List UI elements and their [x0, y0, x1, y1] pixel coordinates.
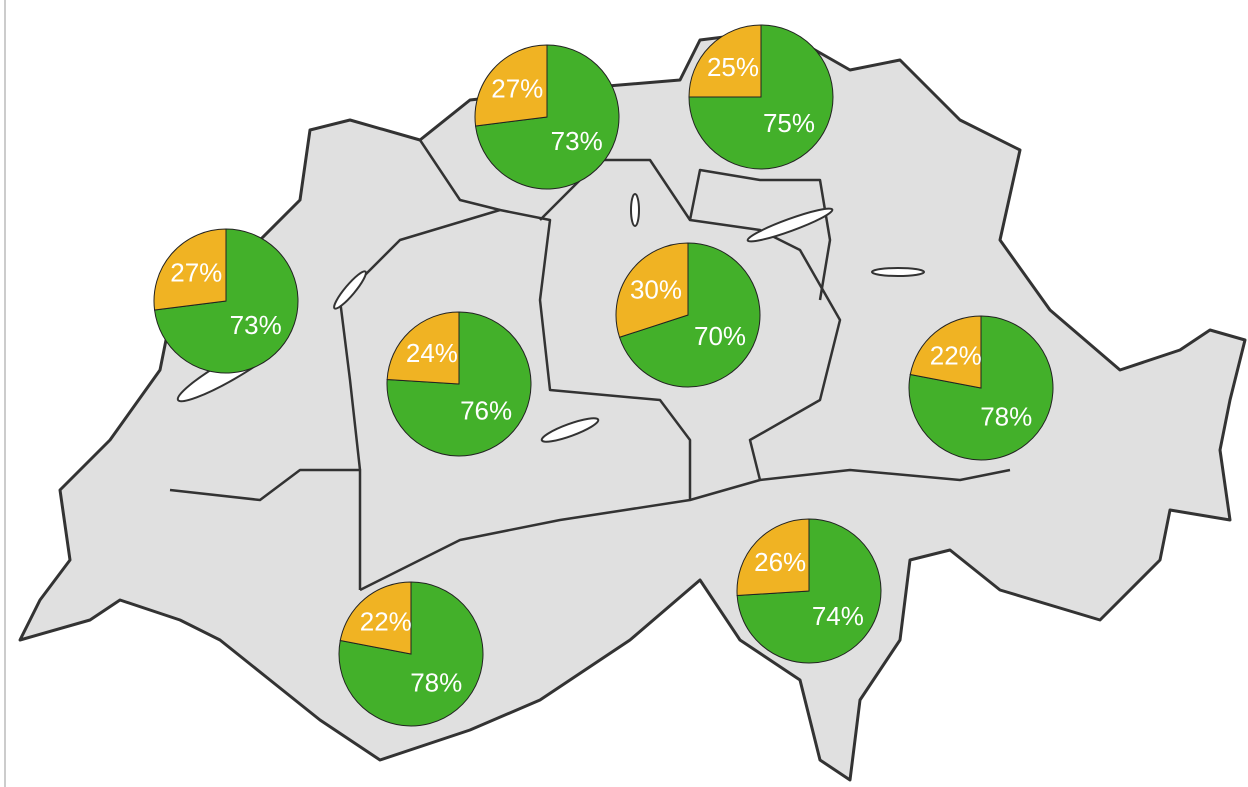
lake [540, 417, 600, 443]
lake [333, 270, 367, 310]
pie-label: 22% [360, 606, 412, 636]
pie-slice [339, 581, 412, 655]
pie-label: 30% [630, 275, 682, 305]
region-border [539, 158, 842, 481]
region-border [169, 468, 362, 590]
pie-slice [618, 242, 761, 388]
pie-label: 76% [460, 396, 512, 426]
pie-label: 22% [930, 340, 982, 370]
pie-label: 78% [980, 401, 1032, 431]
pie-label: 73% [230, 310, 282, 340]
pie-label: 27% [491, 74, 543, 104]
lake [630, 193, 640, 227]
pie-label: 74% [812, 601, 864, 631]
pie-slice [474, 44, 548, 127]
country-outline [18, 28, 1247, 782]
region-border [689, 468, 1011, 502]
lake [871, 267, 925, 277]
pie-slice [736, 518, 810, 597]
region-border [418, 139, 501, 212]
lake [746, 207, 834, 243]
pie-label: 26% [754, 547, 806, 577]
pie-label: 24% [406, 338, 458, 368]
region-border [688, 168, 832, 301]
pie-label: 70% [694, 321, 746, 351]
pie-slice [386, 311, 460, 385]
pie-label: 25% [707, 52, 759, 82]
pie-slice [153, 228, 227, 311]
pie-slice [615, 242, 689, 338]
pie-label: 75% [763, 108, 815, 138]
pie-label: 78% [410, 667, 462, 697]
pie-label: 73% [551, 126, 603, 156]
pie-slice [909, 315, 982, 389]
pie-slice [688, 24, 762, 98]
pie-label: 27% [170, 258, 222, 288]
